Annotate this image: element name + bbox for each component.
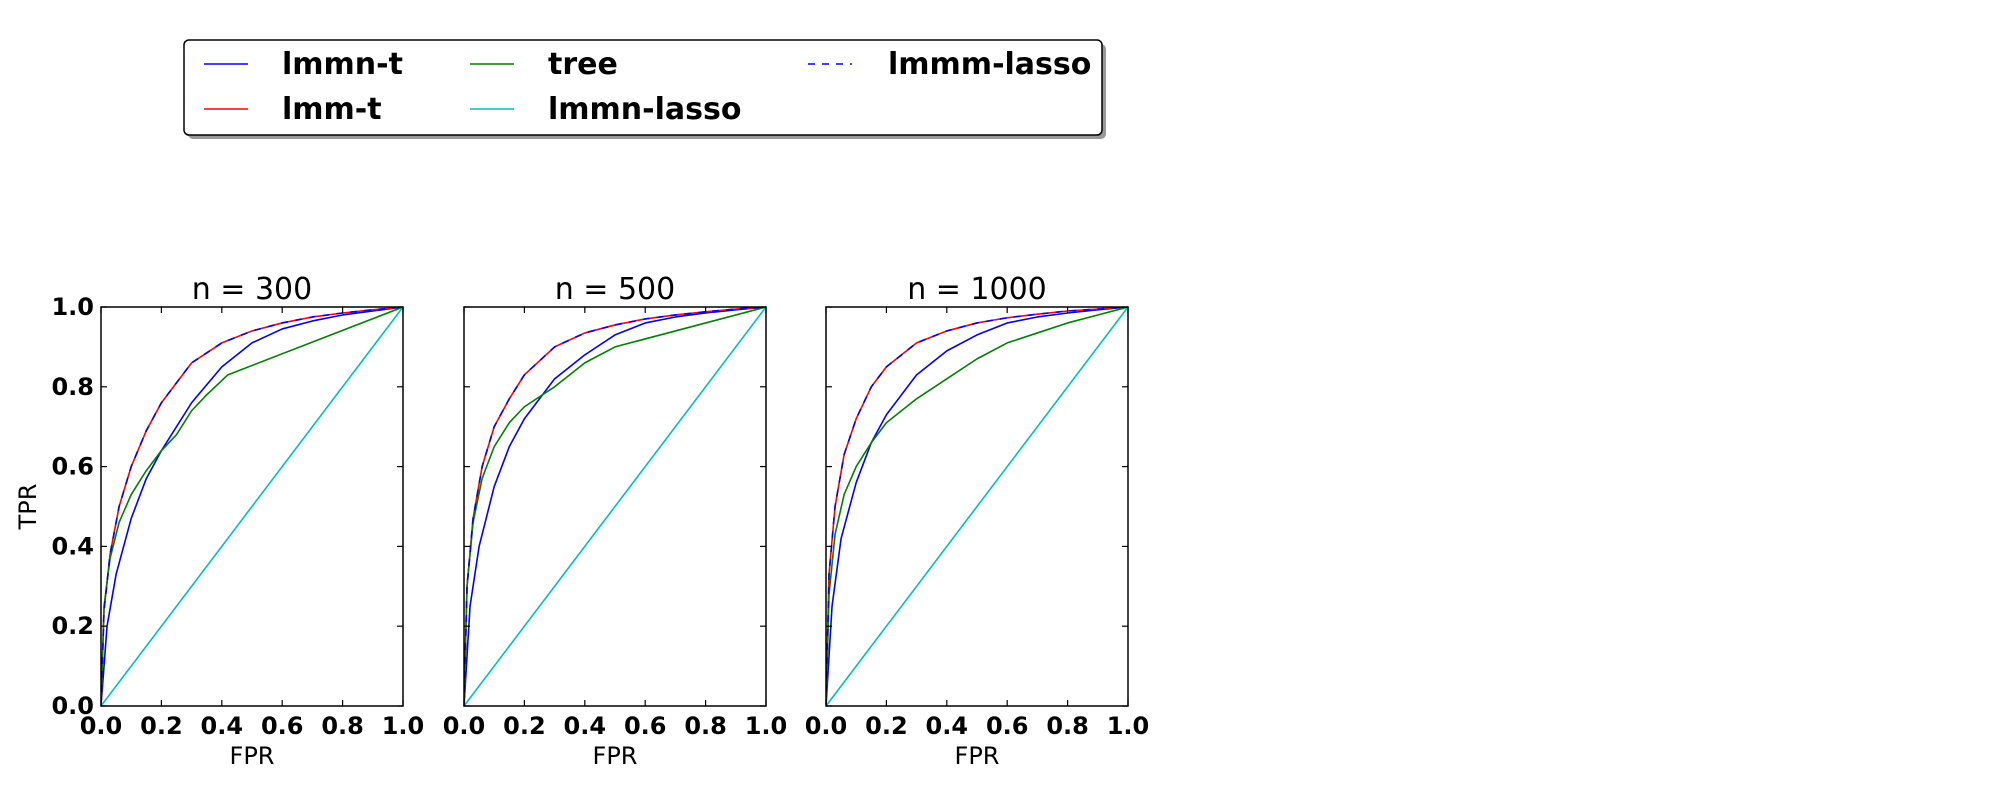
- x-tick-label: 0.8: [684, 712, 727, 740]
- legend-frame: [183, 39, 1103, 136]
- series-line-lmmn-t: [826, 307, 1128, 706]
- x-tick-label: 0.0: [443, 712, 486, 740]
- y-axis-label: TPR: [14, 484, 42, 531]
- x-tick-label: 0.6: [986, 712, 1029, 740]
- series-line-lmmm-lasso: [101, 307, 403, 706]
- series-line-lmmn-lasso: [101, 307, 403, 706]
- panel-title: n = 1000: [907, 272, 1047, 307]
- panel-title: n = 300: [192, 272, 312, 307]
- x-axis-label: FPR: [230, 742, 275, 770]
- series-line-lmmm-lasso: [464, 307, 766, 706]
- chart-panel: n = 500 0.0 0.2 0.4 0.6 0.8 1.0 FPR: [443, 272, 788, 770]
- x-tick-label: 0.2: [140, 712, 183, 740]
- x-tick-label: 1.0: [382, 712, 425, 740]
- x-tick-label: 1.0: [745, 712, 788, 740]
- x-tick-label: 0.0: [80, 712, 123, 740]
- series-group: [101, 307, 403, 706]
- series-line-lmmn-lasso: [464, 307, 766, 706]
- x-tick-label: 0.8: [321, 712, 364, 740]
- legend-entry: tree: [470, 47, 618, 82]
- y-tick-label: 0.2: [51, 612, 94, 640]
- x-tick-label: 0.0: [805, 712, 848, 740]
- x-tick-label: 0.4: [926, 712, 969, 740]
- legend-label: lmmn-lasso: [548, 92, 741, 127]
- series-group: [826, 307, 1128, 706]
- x-tick-label: 0.6: [261, 712, 304, 740]
- series-line-lmmm-lasso: [826, 307, 1128, 706]
- x-axis-label: FPR: [593, 742, 638, 770]
- legend-entry: lmmn-t: [204, 47, 403, 82]
- legend-items: lmmn-t lmm-t tree lmmn-lasso lmmm-lasso: [204, 47, 1091, 127]
- series-group: [464, 307, 766, 706]
- y-tick-label: 0.4: [51, 532, 94, 560]
- legend-label: lmmm-lasso: [888, 47, 1091, 82]
- legend-entry: lmmn-lasso: [470, 92, 741, 127]
- legend-label: tree: [548, 47, 618, 82]
- series-line-lmmn-t: [464, 307, 766, 706]
- y-tick-label: 0.6: [51, 453, 94, 481]
- y-tick-label: 1.0: [51, 293, 94, 321]
- x-tick-label: 0.8: [1046, 712, 1089, 740]
- chart-panel: n = 1000 0.0 0.2 0.4 0.6 0.8 1.0 FPR: [805, 272, 1150, 770]
- x-tick-label: 0.2: [503, 712, 546, 740]
- x-tick-label: 0.2: [865, 712, 908, 740]
- series-line-tree: [464, 307, 766, 706]
- axes-frame: [463, 306, 767, 707]
- y-tick-label: 0.8: [51, 373, 94, 401]
- x-tick-label: 0.4: [564, 712, 607, 740]
- panel-title: n = 500: [555, 272, 675, 307]
- legend-entry: lmmm-lasso: [808, 47, 1091, 82]
- series-line-tree: [101, 307, 403, 706]
- series-line-tree: [826, 307, 1128, 706]
- series-line-lmmn-lasso: [826, 307, 1128, 706]
- series-line-lmmn-t: [101, 307, 403, 706]
- axes-frame: [100, 306, 404, 707]
- x-axis-label: FPR: [955, 742, 1000, 770]
- legend-label: lmmn-t: [282, 47, 403, 82]
- x-tick-label: 1.0: [1107, 712, 1150, 740]
- axes-frame: [825, 306, 1129, 707]
- x-tick-label: 0.6: [624, 712, 667, 740]
- chart-panels: n = 300 0.0 0.2 0.4 0.6 0.8 1.0 0.0 0.2 0.4 0.6 0.8…: [14, 272, 1149, 770]
- legend-label: lmm-t: [282, 92, 382, 127]
- x-tick-label: 0.4: [201, 712, 244, 740]
- legend-entry: lmm-t: [204, 92, 382, 127]
- legend: lmmn-t lmm-t tree lmmn-lasso lmmm-lasso: [183, 39, 1106, 139]
- chart-panel: n = 300 0.0 0.2 0.4 0.6 0.8 1.0 0.0 0.2 0.4 0.6 0.8…: [14, 272, 424, 770]
- y-tick-label: 0.0: [51, 692, 94, 720]
